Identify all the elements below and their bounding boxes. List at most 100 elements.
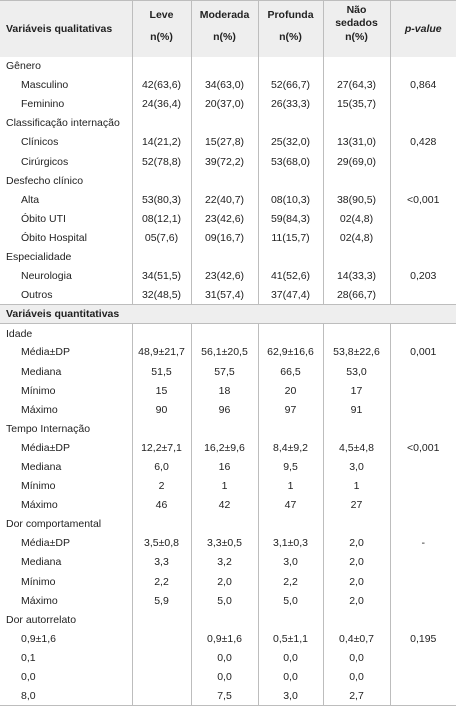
value-cell: 7,5: [190, 686, 258, 706]
pvalue-cell: [389, 228, 456, 248]
empty-cell: [131, 419, 191, 439]
value-cell: 2,2: [131, 572, 191, 592]
row-label: Média±DP: [21, 537, 70, 550]
value-cell: 5,0: [190, 591, 258, 611]
group-name: Profunda: [267, 9, 314, 21]
value-cell: 57,5: [190, 362, 258, 382]
value-cell: 3,0: [322, 457, 390, 477]
section-row: Idade: [0, 323, 456, 343]
empty-cell: [190, 323, 258, 343]
empty-cell: [389, 610, 456, 630]
value-cell: 23(42,6): [190, 266, 258, 286]
value-cell: 3,3±0,5: [190, 533, 258, 553]
row-label: Média±DP: [21, 441, 70, 454]
empty-cell: [389, 247, 456, 267]
empty-cell: [131, 56, 191, 76]
value-cell: 66,5: [257, 362, 323, 382]
table-row: Mínimo 2,2 2,0 2,2 2,0: [0, 572, 456, 592]
table-row: Outros 32(48,5) 31(57,4) 37(47,4) 28(66,7): [0, 285, 456, 305]
value-cell: 25(32,0): [257, 132, 323, 152]
empty-cell: [131, 514, 191, 534]
pvalue-cell: 0,203: [389, 266, 456, 286]
value-cell: 39(72,2): [190, 151, 258, 172]
value-cell: 02(4,8): [322, 228, 390, 248]
value-cell: 20: [257, 381, 323, 401]
value-cell: 14(21,2): [131, 132, 191, 152]
group-unit: n(%): [150, 31, 173, 43]
value-cell: 31(57,4): [190, 285, 258, 305]
row-label: Feminino: [21, 98, 65, 111]
pvalue-cell: [389, 457, 456, 477]
section-label: Dor comportamental: [6, 518, 102, 531]
section-row: Dor comportamental: [0, 514, 456, 534]
pvalue-cell: [389, 209, 456, 229]
value-cell: 15(35,7): [322, 94, 390, 114]
value-cell: 41(52,6): [257, 266, 323, 286]
row-label: Alta: [21, 193, 40, 206]
value-cell: 18: [190, 381, 258, 401]
section-label: Desfecho clínico: [6, 174, 84, 187]
value-cell: 20(37,0): [190, 94, 258, 114]
value-cell: [131, 686, 191, 706]
value-cell: 47: [257, 495, 323, 515]
value-cell: 37(47,4): [257, 285, 323, 305]
empty-cell: [389, 113, 456, 133]
value-cell: 13(31,0): [322, 132, 390, 152]
table-row: Óbito UTI 08(12,1) 23(42,6) 59(84,3) 02(4,8): [0, 209, 456, 229]
value-cell: 02(4,8): [322, 209, 390, 229]
empty-cell: [257, 323, 323, 343]
pvalue-cell: [389, 667, 456, 687]
table-row: Feminino 24(36,4) 20(37,0) 26(33,3) 15(35,7): [0, 94, 456, 114]
pvalue-cell: [389, 686, 456, 706]
section-label: Idade: [6, 327, 33, 340]
value-cell: 34(51,5): [131, 266, 191, 286]
value-cell: 27(64,3): [322, 75, 390, 95]
value-cell: 3,3: [131, 552, 191, 573]
pvalue-header: p-value: [389, 0, 456, 57]
pvalue-cell: 0,428: [389, 132, 456, 152]
table-row: Mínimo 15 18 20 17: [0, 381, 456, 401]
value-cell: 1: [190, 476, 258, 496]
value-cell: 15: [131, 381, 191, 401]
value-cell: 6,0: [131, 457, 191, 477]
empty-cell: [131, 113, 191, 133]
value-cell: 08(12,1): [131, 209, 191, 229]
value-cell: 53,8±22,6: [322, 342, 390, 362]
value-cell: 1: [322, 476, 390, 496]
pvalue-cell: [389, 572, 456, 592]
empty-cell: [322, 56, 390, 76]
value-cell: 12,2±7,1: [131, 438, 191, 458]
value-cell: 08(10,3): [257, 190, 323, 210]
value-cell: 9,5: [257, 457, 323, 477]
pvalue-cell: [389, 94, 456, 114]
empty-cell: [389, 514, 456, 534]
row-label: Masculino: [21, 79, 69, 92]
table-row: Máximo 90 96 97 91: [0, 400, 456, 420]
table-row: 8,0 7,5 3,0 2,7: [0, 686, 456, 706]
value-cell: 52(78,8): [131, 151, 191, 172]
value-cell: 24(36,4): [131, 94, 191, 114]
value-cell: [131, 667, 191, 687]
value-cell: 42: [190, 495, 258, 515]
value-cell: 3,1±0,3: [257, 533, 323, 553]
empty-cell: [190, 610, 258, 630]
qualitative-header-label: Variáveis qualitativas: [0, 0, 132, 57]
empty-cell: [322, 419, 390, 439]
value-cell: 23(42,6): [190, 209, 258, 229]
value-cell: 16,2±9,6: [190, 438, 258, 458]
empty-cell: [257, 56, 323, 76]
row-label: Clínicos: [21, 136, 59, 149]
value-cell: 3,5±0,8: [131, 533, 191, 553]
group-name: Leve: [149, 9, 174, 21]
value-cell: 32(48,5): [131, 285, 191, 305]
group-name-line2: sedados: [335, 17, 378, 29]
value-cell: 2,0: [322, 552, 390, 573]
value-cell: 0,4±0,7: [322, 629, 390, 649]
section-row: Gênero: [0, 56, 456, 76]
value-cell: 56,1±20,5: [190, 342, 258, 362]
row-label: Máximo: [21, 594, 58, 607]
value-cell: 2,7: [322, 686, 390, 706]
value-cell: 90: [131, 400, 191, 420]
section-label: Dor autorrelato: [6, 613, 77, 626]
pvalue-cell: 0,864: [389, 75, 456, 95]
